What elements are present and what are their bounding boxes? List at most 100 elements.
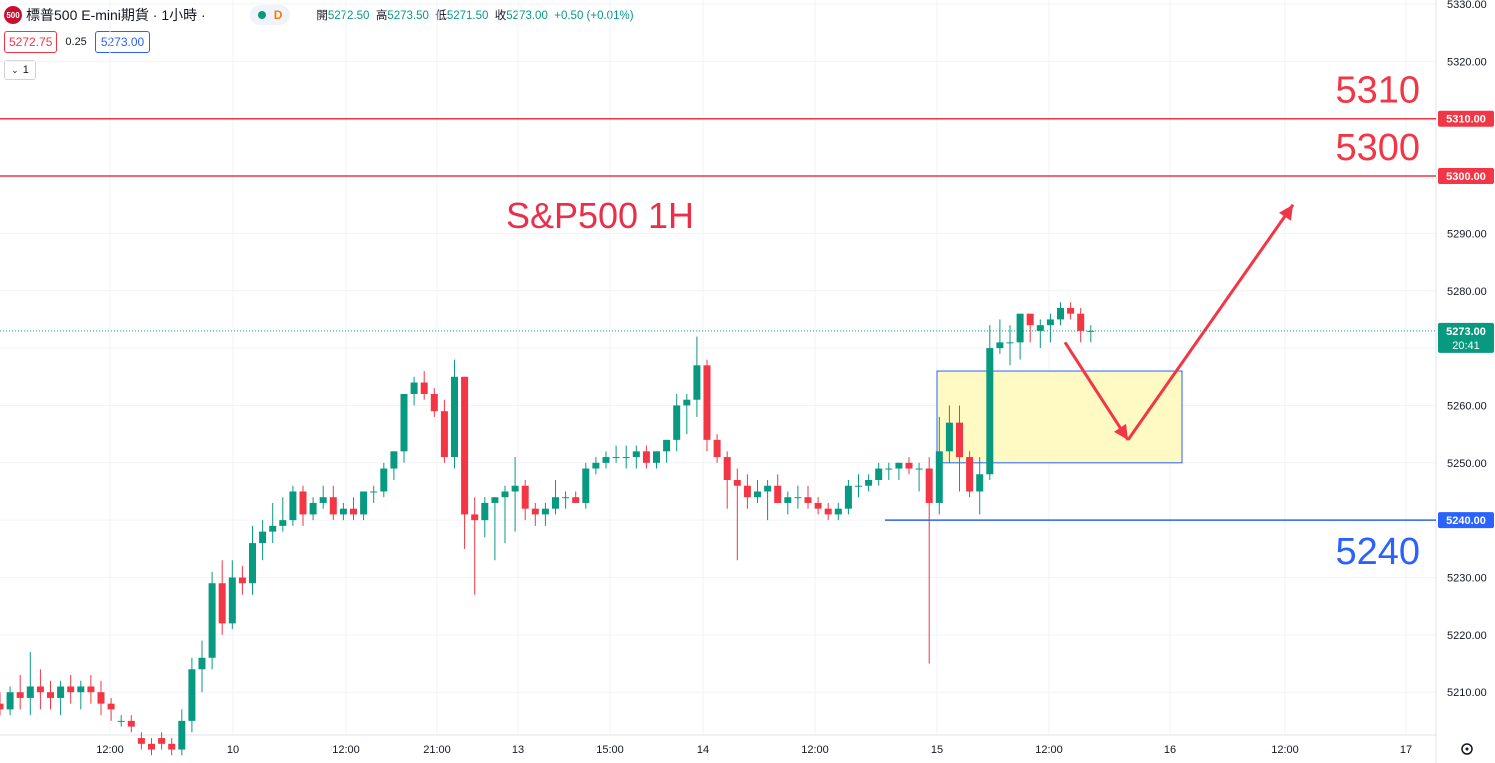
candle-body [511, 485, 519, 492]
candle [925, 457, 933, 664]
candle-body [107, 703, 115, 710]
candle [642, 445, 650, 469]
candle-body [1026, 313, 1034, 326]
candle [875, 462, 883, 486]
candle [693, 336, 701, 417]
market-status-pill[interactable]: D [249, 5, 291, 25]
x-tick-label: 12:00 [332, 744, 360, 756]
x-tick-label: 10 [227, 744, 239, 756]
candle [158, 732, 166, 750]
candle-body [501, 491, 509, 498]
candle-body [925, 468, 933, 503]
candle-body [26, 686, 34, 698]
candle-body [471, 514, 479, 521]
candle [77, 680, 85, 710]
candle-body [844, 485, 852, 509]
candle [481, 497, 489, 538]
buy-price-button[interactable]: 5273.00 [94, 31, 151, 53]
candle-body [693, 365, 701, 400]
candle-body [976, 474, 984, 492]
current-price-badge [1438, 322, 1494, 353]
candle [966, 451, 974, 498]
candle [814, 497, 822, 515]
candle-body [350, 508, 357, 515]
candle [461, 376, 469, 549]
candle [865, 474, 873, 492]
x-tick-label: 15 [931, 744, 943, 756]
candle-body [158, 738, 166, 744]
arrow-head-up-icon [1279, 204, 1293, 221]
candle-body [16, 692, 24, 698]
indicators-toggle[interactable]: ⌄ 1 [4, 60, 36, 80]
candle-body [87, 686, 95, 693]
candle-body [683, 399, 691, 406]
demand-zone-box [936, 370, 1183, 464]
candle-body [743, 485, 751, 498]
bar-countdown-label: 20:41 [1452, 340, 1480, 352]
settings-gear-icon [1461, 743, 1473, 755]
candle [380, 462, 388, 498]
candle-body [218, 583, 226, 624]
candle-body [592, 462, 600, 469]
ohlc-close: 5273.00 [506, 10, 548, 22]
candle-body [1087, 330, 1095, 332]
candle [592, 457, 600, 475]
symbol-logo[interactable]: 500 [4, 6, 22, 24]
x-tick-label: 15:00 [596, 744, 624, 756]
candle [713, 434, 721, 463]
candle-body [986, 348, 994, 475]
level-label: 5300 [1335, 127, 1420, 169]
candle-body [865, 480, 873, 486]
candle [97, 680, 105, 716]
candle-body [238, 577, 246, 584]
candle-body [784, 497, 792, 503]
candle [632, 445, 640, 469]
candle-body [390, 451, 398, 469]
y-tick-label: 5220.00 [1447, 630, 1487, 642]
level-label: 5240 [1335, 531, 1420, 573]
candle-body [733, 480, 741, 486]
candle-body [632, 451, 640, 458]
candle [471, 497, 479, 595]
candle [208, 571, 216, 670]
x-tick-label: 21:00 [423, 744, 451, 756]
candle [279, 497, 287, 532]
candle [188, 657, 196, 733]
candle [976, 457, 984, 515]
candle [67, 674, 75, 704]
candle [430, 388, 438, 417]
candle [1087, 325, 1095, 343]
candle-body [875, 468, 883, 481]
candle-body [491, 497, 499, 503]
candle [309, 497, 317, 521]
candle-body [188, 669, 196, 721]
candle-body [824, 508, 832, 515]
candle-body [804, 497, 812, 503]
ohlc-readout: 開5272.50 高5273.50 低5271.50 收5273.00 +0.5… [316, 7, 633, 23]
ohlc-high-key: 高 [375, 10, 388, 22]
candle [249, 525, 256, 595]
symbol-title[interactable]: 標普500 E-mini期貨 · 1小時 · [26, 7, 206, 23]
candle-body [77, 686, 85, 693]
candle [824, 502, 832, 521]
candle-body [127, 720, 135, 727]
candle-body [1016, 313, 1024, 343]
candle [218, 560, 226, 635]
sell-price-button[interactable]: 5272.75 [4, 31, 58, 53]
candle [350, 497, 357, 521]
candle [238, 566, 246, 595]
candle-body [67, 686, 75, 693]
candle-body [309, 502, 317, 515]
candle [127, 715, 135, 733]
candle-body [137, 738, 145, 744]
candle [501, 485, 509, 544]
x-tick-label: 16 [1164, 744, 1176, 756]
candle-body [168, 743, 176, 750]
candle-body [905, 462, 913, 469]
candle-body [834, 508, 842, 515]
candle-body [400, 393, 408, 452]
candle [269, 502, 277, 544]
candle-body [360, 491, 368, 515]
candle [148, 738, 155, 756]
